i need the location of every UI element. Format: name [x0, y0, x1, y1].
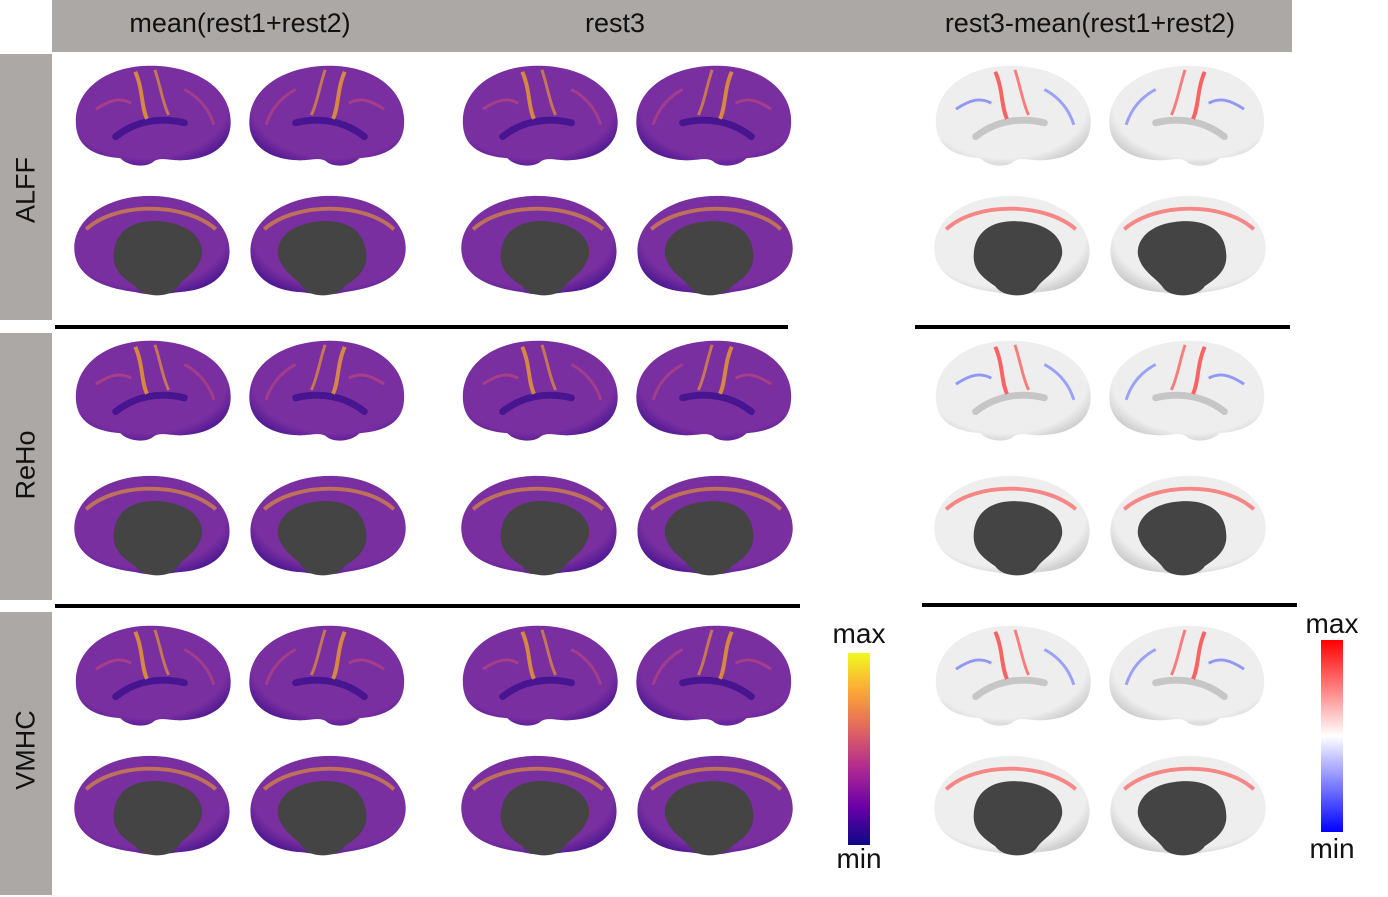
brain-alff-col0-left-lateral [65, 60, 235, 170]
column-header-bar [52, 0, 1292, 52]
brain-reho-col0-left-medial [65, 470, 235, 580]
brain-reho-col2-right-medial [1105, 470, 1275, 580]
colorbar-diverging-max-label: max [1305, 608, 1359, 639]
brain-alff-col2-right-lateral [1105, 60, 1275, 170]
brain-vmhc-col1-left-lateral [452, 620, 622, 730]
brain-alff-col0-right-lateral [245, 60, 415, 170]
brain-vmhc-col1-right-medial [632, 750, 802, 860]
brain-reho-col2-left-lateral [925, 335, 1095, 445]
row-label-reho: ReHo [10, 430, 41, 500]
row-band-reho [0, 333, 52, 600]
brain-reho-col1-right-medial [632, 470, 802, 580]
brain-vmhc-col0-left-medial [65, 750, 235, 860]
brain-alff-col2-right-medial [1105, 190, 1275, 300]
row-separator [55, 325, 788, 329]
brain-vmhc-col2-left-medial [925, 750, 1095, 860]
row-separator [915, 325, 1290, 329]
column-label-0: mean(rest1+rest2) [129, 8, 351, 38]
brain-reho-col2-left-medial [925, 470, 1095, 580]
brain-reho-col0-right-lateral [245, 335, 415, 445]
row-band-vmhc [0, 612, 52, 895]
brain-alff-col1-right-lateral [632, 60, 802, 170]
brain-reho-col1-left-lateral [452, 335, 622, 445]
brain-vmhc-col0-left-lateral [65, 620, 235, 730]
brain-alff-col2-left-medial [925, 190, 1095, 300]
row-separator [922, 603, 1297, 607]
brain-vmhc-col2-right-medial [1105, 750, 1275, 860]
brain-alff-col0-left-medial [65, 190, 235, 300]
brain-alff-col1-right-medial [632, 190, 802, 300]
brain-alff-col1-left-lateral [452, 60, 622, 170]
brain-vmhc-col0-right-medial [245, 750, 415, 860]
colorbar-plasma-max-label: max [832, 618, 886, 649]
row-label-vmhc: VMHC [10, 710, 41, 790]
brain-alff-col1-left-medial [452, 190, 622, 300]
colorbar-diverging [1321, 640, 1343, 832]
row-label-alff: ALFF [10, 156, 41, 224]
brain-alff-col0-right-medial [245, 190, 415, 300]
brain-vmhc-col2-left-lateral [925, 620, 1095, 730]
row-band-alff [0, 54, 52, 320]
brain-reho-col1-right-lateral [632, 335, 802, 445]
brain-vmhc-col1-right-lateral [632, 620, 802, 730]
brain-reho-col0-right-medial [245, 470, 415, 580]
brain-vmhc-col1-left-medial [452, 750, 622, 860]
brain-reho-col1-left-medial [452, 470, 622, 580]
colorbar-plasma [848, 653, 870, 845]
brain-vmhc-col2-right-lateral [1105, 620, 1275, 730]
row-separator [55, 604, 800, 608]
column-label-1: rest3 [584, 8, 646, 38]
column-label-2: rest3-mean(rest1+rest2) [944, 8, 1236, 38]
brain-vmhc-col0-right-lateral [245, 620, 415, 730]
colorbar-diverging-min-label: min [1309, 833, 1355, 864]
brain-alff-col2-left-lateral [925, 60, 1095, 170]
brain-reho-col2-right-lateral [1105, 335, 1275, 445]
brain-reho-col0-left-lateral [65, 335, 235, 445]
colorbar-plasma-min-label: min [836, 843, 882, 874]
